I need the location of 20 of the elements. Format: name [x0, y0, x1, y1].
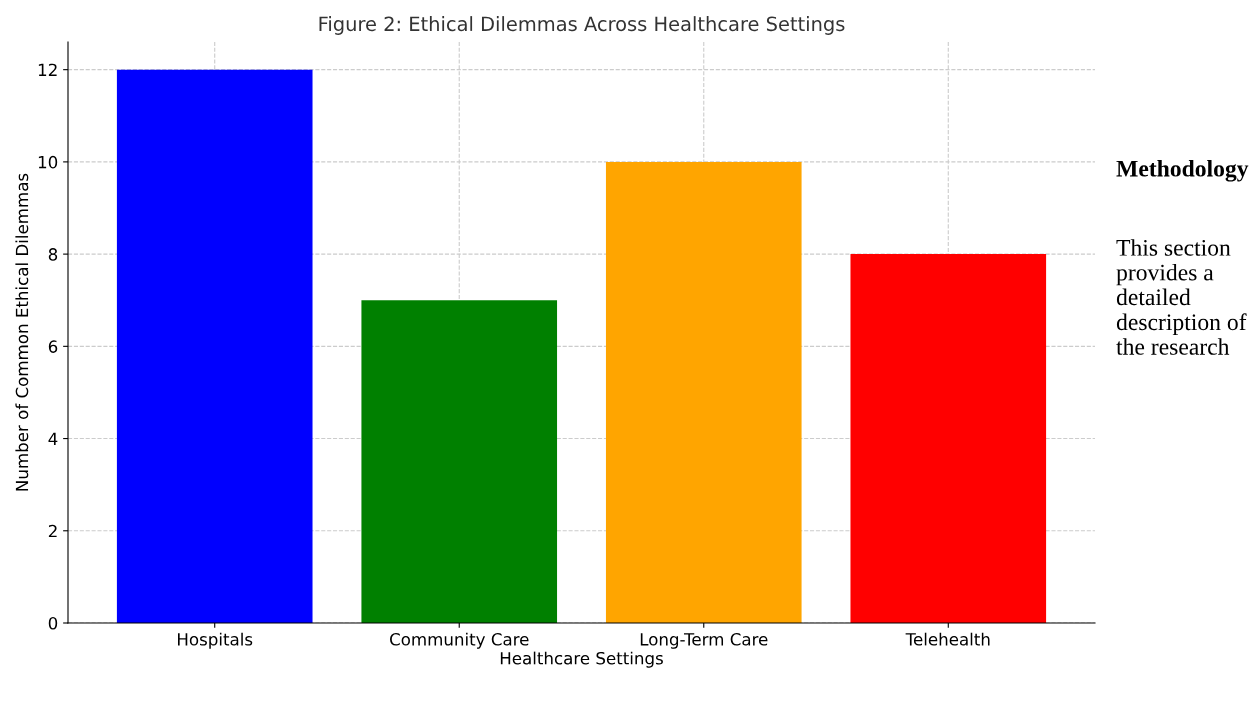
y-axis-title: Number of Common Ethical Dilemmas — [15, 173, 29, 491]
text: Methodology — [1116, 160, 1249, 182]
chart-title: Figure 2: Ethical Dilemmas Across Healthcare Settings — [319, 16, 845, 35]
bar — [116, 69, 313, 623]
bar — [361, 300, 558, 623]
y-tick-label: 0 — [48, 616, 58, 630]
bar — [850, 254, 1047, 623]
y-tick-label: 4 — [48, 432, 58, 445]
x-tick-label: Telehealth — [905, 632, 990, 646]
bar — [605, 161, 802, 623]
x-tick-label: Long-Term Care — [640, 633, 768, 649]
y-tick-label: 8 — [48, 248, 58, 261]
x-axis-title: Healthcare Settings — [500, 651, 663, 668]
y-tick-label: 10 — [38, 155, 58, 169]
y-tick-label: 12 — [38, 63, 57, 76]
y-tick-label: 6 — [48, 340, 58, 353]
x-tick-label: Community Care — [390, 632, 529, 649]
x-tick-label: Hospitals — [178, 632, 253, 649]
text: This section provides a detailed description of the research — [1116, 239, 1247, 355]
y-tick-label: 2 — [48, 524, 57, 538]
